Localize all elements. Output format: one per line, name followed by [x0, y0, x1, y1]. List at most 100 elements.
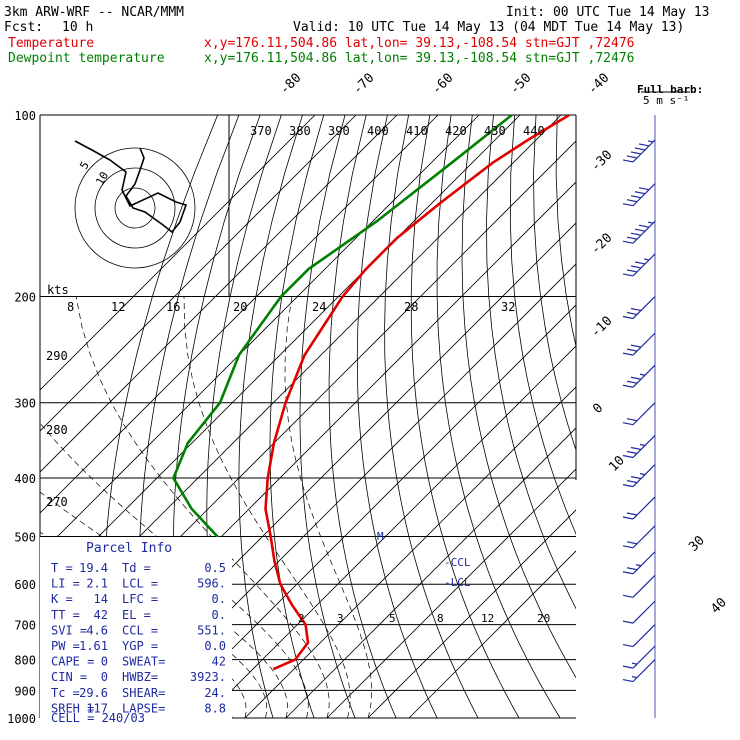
model-title: 3km ARW-WRF -- NCAR/MMM: [4, 5, 184, 20]
valid-time: Valid: 10 UTC Tue 14 May 13 (04 MDT Tue …: [293, 20, 684, 35]
pressure-tick-label: 700: [14, 619, 36, 633]
wind-barb: [622, 600, 656, 624]
wind-barb: [622, 574, 656, 598]
parcel-value: SHEAR=: [122, 686, 165, 700]
dry-adiabat: [461, 115, 576, 679]
theta-label: 370: [250, 124, 272, 138]
dry-adiabat: [238, 115, 303, 719]
mixing-ratio-label: 5: [389, 612, 396, 625]
theta-label: 440: [523, 124, 545, 138]
theta-label: 410: [406, 124, 428, 138]
wind-barb: [622, 525, 656, 549]
wind-barb: [622, 296, 656, 320]
hodograph-trace: [74, 140, 188, 234]
dry-adiabat: [533, 115, 576, 452]
isotherm-label: -80: [277, 71, 304, 98]
mixing-ratio-label: 2: [298, 612, 305, 625]
dry-adiabat: [642, 115, 740, 718]
wind-barb: [622, 645, 656, 669]
dry-adiabat: [410, 115, 520, 719]
parcel-value: CCL =: [122, 623, 158, 637]
parcel-value: 0.: [212, 592, 226, 606]
parcel-value: TT =: [51, 608, 80, 622]
isotherm-line: [40, 115, 357, 432]
parcel-value: SREH =: [51, 701, 94, 715]
mixing-ratio-label: 8: [437, 612, 444, 625]
mixing-ratio-label: 12: [481, 612, 494, 625]
parcel-value: K =: [51, 592, 73, 606]
hodograph-ring: [94, 167, 176, 249]
parcel-value: 42: [212, 655, 226, 669]
isotherm-label: -20: [588, 231, 615, 258]
parcel-value: LI =: [51, 577, 80, 591]
wind-barb: [622, 435, 656, 459]
wind-barbs: [622, 115, 656, 718]
wind-barb: [622, 364, 656, 388]
parcel-value: LFC =: [122, 592, 158, 606]
wind-barb: [622, 464, 656, 488]
moist-adiabat: [183, 296, 351, 719]
moist-adiabat: [284, 296, 373, 719]
isotherm-line: [162, 304, 576, 719]
dry-adiabat: [663, 115, 740, 718]
isotherm-line: [203, 345, 576, 719]
dry-adiabat: [509, 115, 576, 535]
mixing-ratio-label: 20: [537, 612, 550, 625]
hodograph-ring: [114, 187, 156, 229]
theta-label: 390: [328, 124, 350, 138]
isotherm-label: 40: [708, 595, 730, 617]
parcel-value: 0: [101, 655, 108, 669]
parcel-value: 117: [86, 701, 108, 715]
dry-adiabat: [356, 115, 438, 719]
hodograph: 510: [74, 140, 196, 269]
hodograph-ring-label: 5: [77, 159, 92, 171]
kts-tick-label: 28: [404, 300, 418, 314]
theta-label: 400: [367, 124, 389, 138]
dry-adiabat: [600, 115, 740, 718]
dewpoint-legend: Dewpoint temperature: [8, 51, 165, 66]
wind-barb: [622, 183, 656, 207]
parcel-value: LAPSE=: [122, 701, 165, 715]
wind-barb: [622, 551, 656, 575]
parcel-value: 29.6: [79, 686, 108, 700]
kts-tick-label: 32: [501, 300, 515, 314]
isotherm-label: -70: [350, 71, 377, 98]
pressure-tick-label: 900: [14, 684, 36, 698]
pressure-tick-label: 800: [14, 654, 36, 668]
hodograph-ring-label: 10: [93, 170, 111, 188]
wind-barb: [622, 496, 656, 520]
parcel-value: 24.: [204, 686, 226, 700]
init-time: Init: 00 UTC Tue 14 May 13: [506, 5, 710, 20]
parcel-value: Tc =: [51, 686, 80, 700]
parcel-value: YGP =: [122, 639, 158, 653]
isotherm-line: [40, 115, 480, 555]
wind-barb: [622, 139, 656, 163]
dry-adiabat: [436, 115, 561, 719]
theta-label-left: 280: [46, 423, 68, 437]
parcel-value: 596.: [197, 577, 226, 591]
temperature-station-info: x,y=176.11,504.86 lat,lon= 39.13,-108.54…: [204, 36, 634, 51]
wind-barb: [622, 253, 656, 277]
dry-adiabat: [578, 115, 740, 718]
isotherm-line: [408, 550, 576, 719]
parcel-value: 3923.: [190, 670, 226, 684]
barb-key-value: 5 m s⁻¹: [643, 94, 689, 107]
pressure-tick-label: 500: [14, 530, 36, 544]
wind-barb: [622, 659, 656, 683]
parcel-value: 0: [101, 670, 108, 684]
parcel-value: 2.1: [86, 577, 108, 591]
moist-adiabat: [40, 560, 247, 719]
kts-tick-label: 24: [312, 300, 326, 314]
wind-barb: [622, 332, 656, 356]
kts-tick-label: 20: [233, 300, 247, 314]
dry-adiabat: [269, 115, 325, 719]
isotherm-line: [367, 509, 576, 719]
parcel-value: EL =: [122, 608, 151, 622]
parcel-value: Td =: [122, 561, 151, 575]
theta-label: 420: [445, 124, 467, 138]
pressure-tick-label: 600: [14, 578, 36, 592]
theta-label-left: 270: [46, 495, 68, 509]
isotherm-line: [244, 386, 576, 719]
isotherm-label: 30: [686, 533, 708, 555]
